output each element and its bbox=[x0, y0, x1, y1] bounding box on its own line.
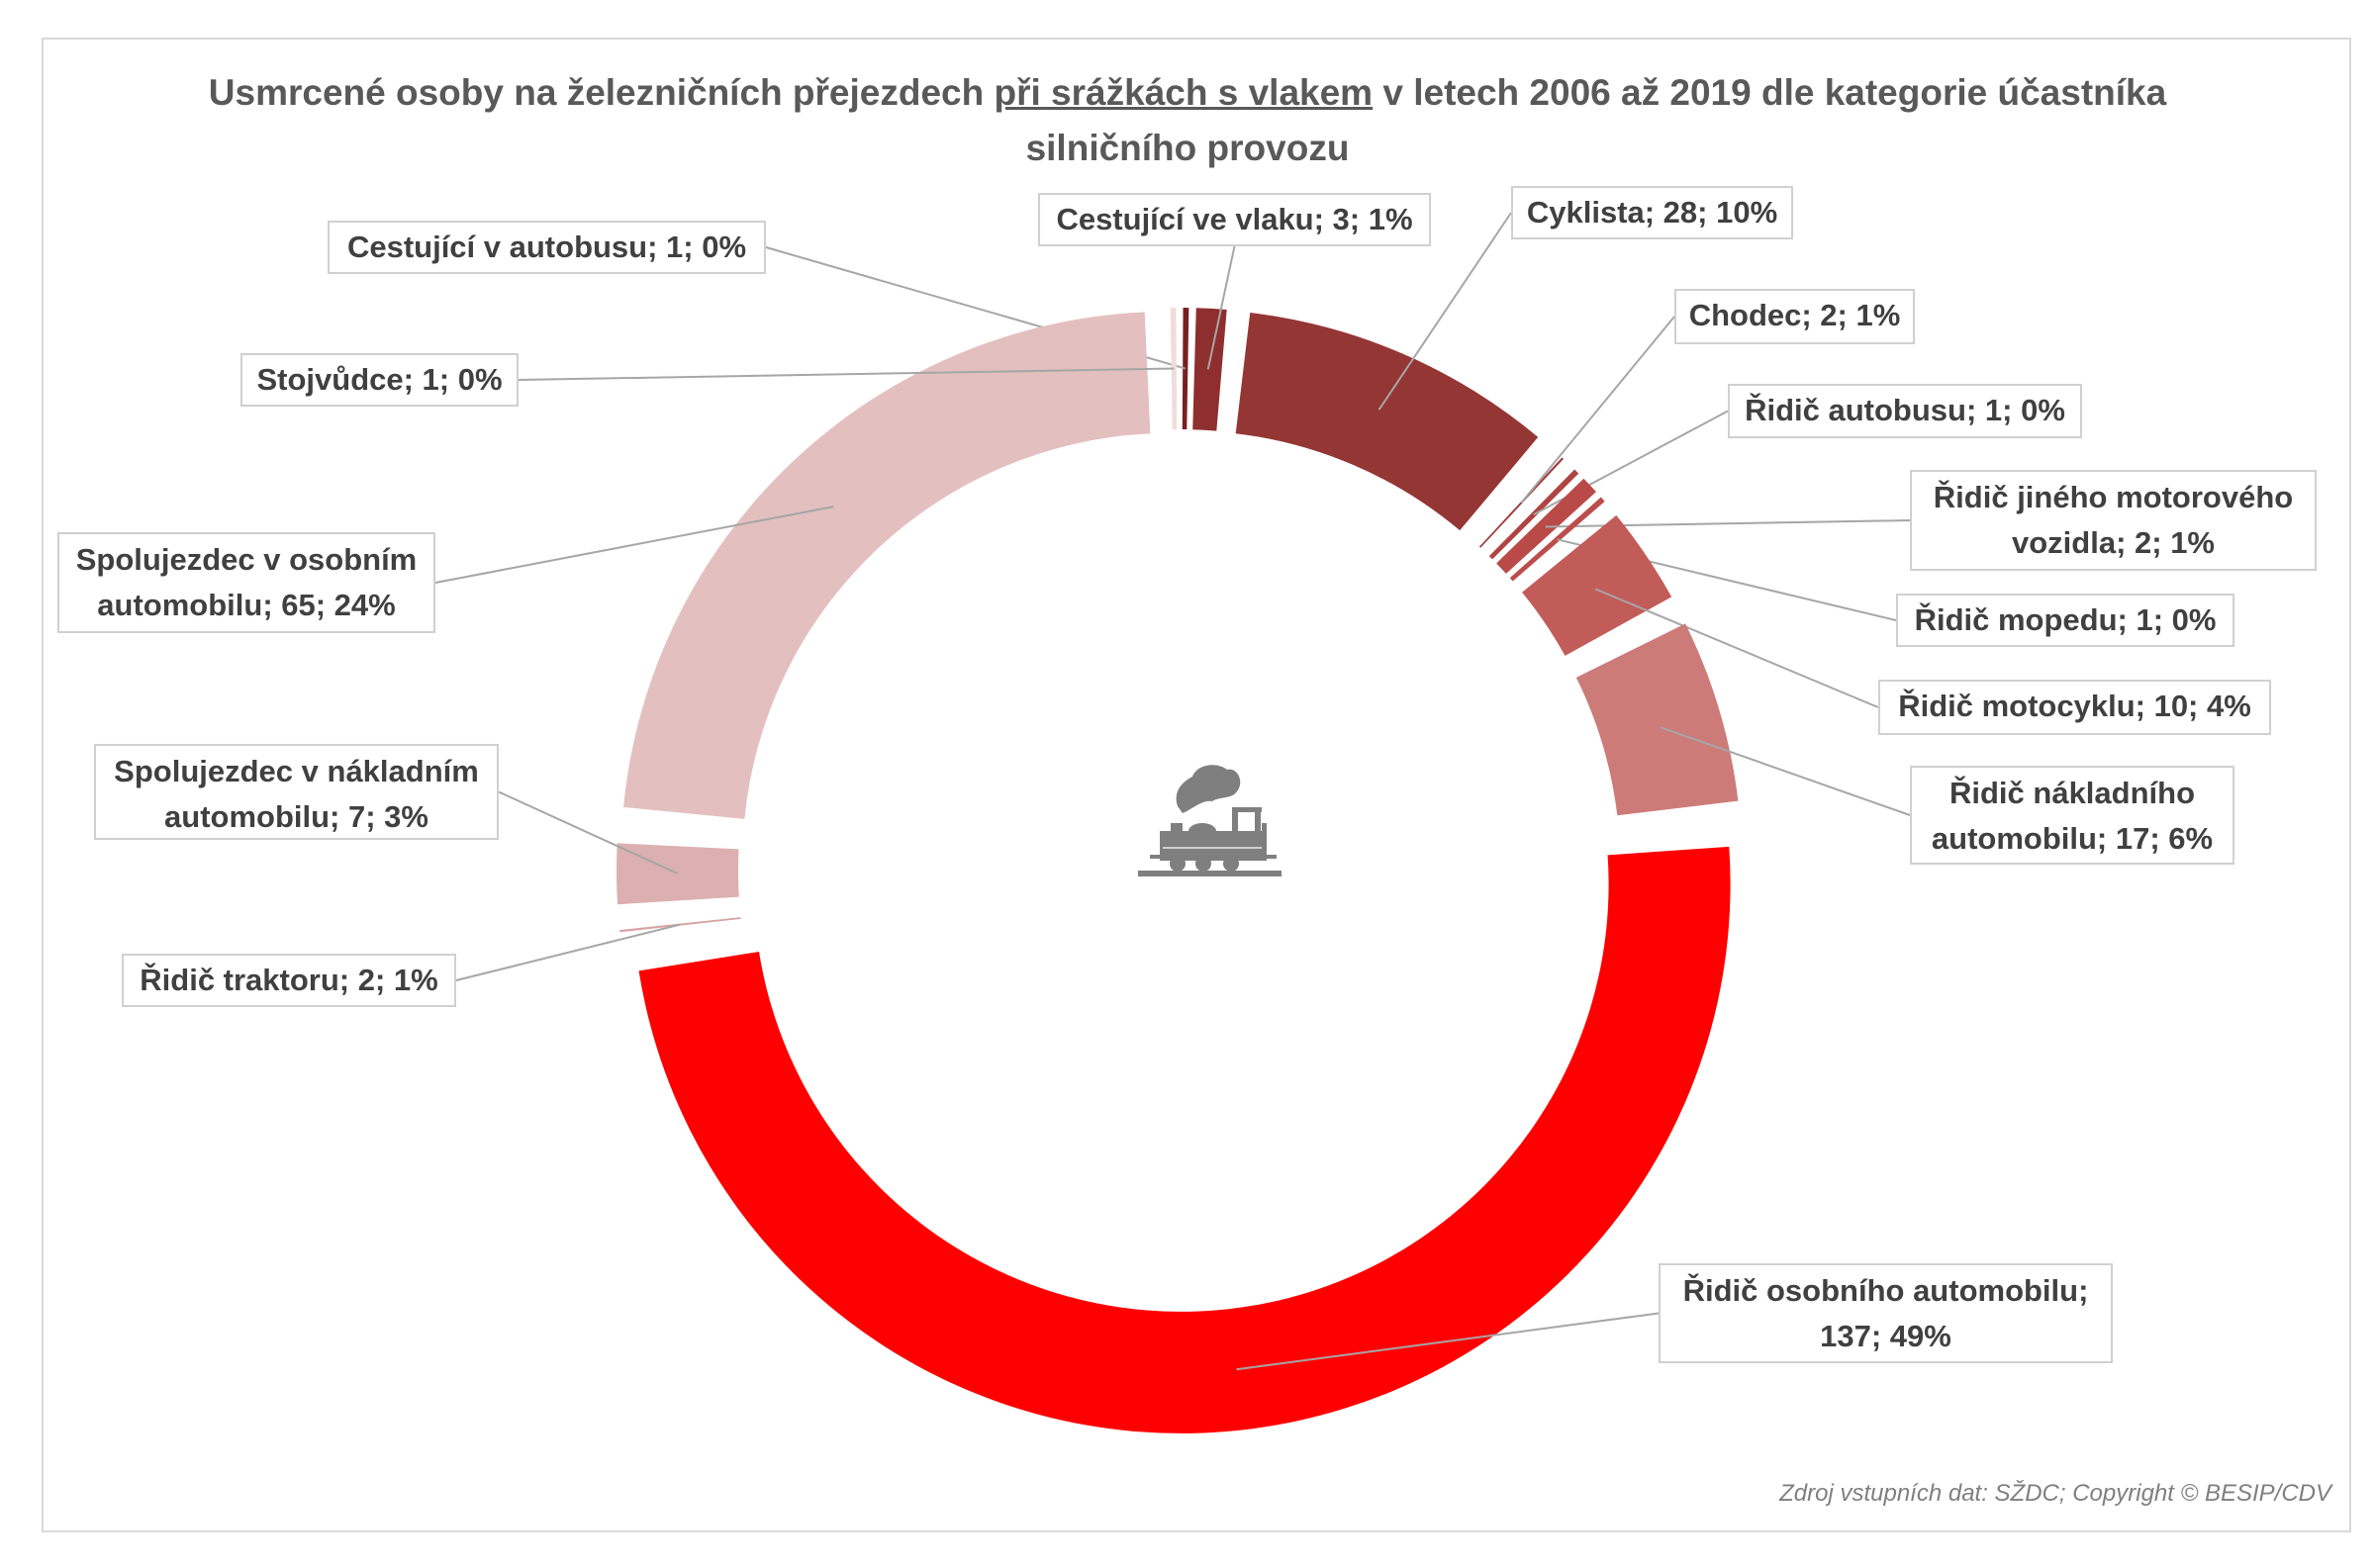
data-label: Řidič osobního automobilu; 137; 49% bbox=[1659, 1263, 2113, 1363]
slice-12 bbox=[622, 312, 1151, 819]
slice-2 bbox=[1235, 313, 1539, 531]
leader-line-12 bbox=[434, 506, 834, 584]
slice-7 bbox=[1522, 514, 1672, 656]
leader-line-9 bbox=[1236, 1312, 1660, 1371]
data-label: Cestující ve vlaku; 3; 1% bbox=[1038, 193, 1431, 246]
leader-line-8 bbox=[1661, 726, 1911, 816]
slice-0 bbox=[1182, 308, 1189, 430]
data-label: Cyklista; 28; 10% bbox=[1511, 186, 1793, 239]
data-label: Cestující v autobusu; 1; 0% bbox=[328, 221, 766, 274]
steam-locomotive-icon bbox=[1138, 765, 1282, 876]
leader-line-1 bbox=[1206, 245, 1236, 370]
source-note: Zdroj vstupních dat: SŽDC; Copyright © B… bbox=[1779, 1480, 2331, 1507]
data-label: Řidič nákladního automobilu; 17; 6% bbox=[1910, 766, 2234, 865]
leader-line-3 bbox=[1520, 316, 1675, 504]
leader-line-2 bbox=[1378, 212, 1512, 411]
data-label: Řidič mopedu; 1; 0% bbox=[1896, 594, 2234, 647]
data-label: Spolujezdec v osobním automobilu; 65; 24% bbox=[57, 532, 435, 633]
title-part-3: v letech 2006 až 2019 dle kategorie účas… bbox=[1025, 72, 2167, 168]
chart-frame bbox=[42, 38, 2351, 1532]
data-label: Řidič traktoru; 2; 1% bbox=[122, 954, 456, 1007]
leader-line-11 bbox=[498, 790, 678, 875]
slice-8 bbox=[1575, 623, 1739, 816]
data-label: Řidič motocyklu; 10; 4% bbox=[1878, 680, 2271, 735]
data-label: Stojvůdce; 1; 0% bbox=[240, 353, 519, 407]
slice-11 bbox=[617, 843, 739, 905]
title-part-underlined: při srážkách s vlakem bbox=[994, 72, 1374, 113]
leader-line-10 bbox=[455, 923, 681, 981]
leader-line-13 bbox=[518, 367, 1175, 381]
slice-9 bbox=[638, 846, 1731, 1433]
chart-title: Usmrcené osoby na železničních přejezdec… bbox=[198, 65, 2177, 176]
data-label: Spolujezdec v nákladním automobilu; 7; 3% bbox=[94, 744, 499, 840]
data-label: Řidič jiného motorového vozidla; 2; 1% bbox=[1910, 470, 2317, 571]
title-part-1: Usmrcené osoby na železničních přejezdec… bbox=[208, 72, 995, 113]
data-label: Chodec; 2; 1% bbox=[1674, 289, 1915, 344]
slice-1 bbox=[1192, 308, 1227, 431]
leader-line-5 bbox=[1545, 519, 1911, 528]
leader-line-7 bbox=[1594, 588, 1879, 708]
data-label: Řidič autobusu; 1; 0% bbox=[1728, 384, 2082, 438]
